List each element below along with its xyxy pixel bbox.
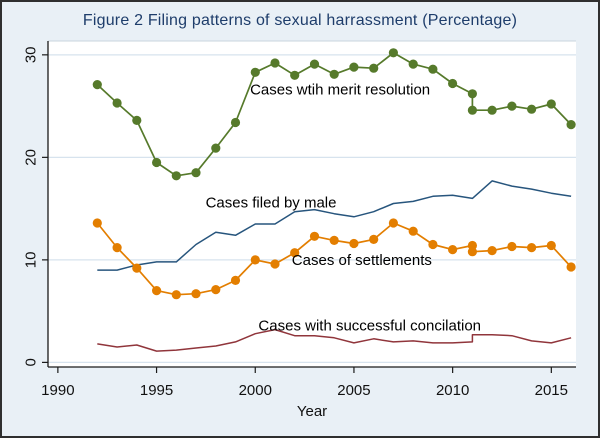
series-marker-merit-resolution xyxy=(92,80,102,90)
y-tick-label-20: 20 xyxy=(23,149,40,166)
series-label-successful-concilation: Cases with successful concilation xyxy=(258,317,481,334)
series-marker-settlements xyxy=(349,238,359,249)
series-marker-settlements xyxy=(566,262,576,272)
series-marker-settlements xyxy=(546,240,556,251)
series-line-filed-by-male xyxy=(97,180,572,271)
chart-title: Figure 2 Filing patterns of sexual harra… xyxy=(82,12,518,29)
series-marker-merit-resolution xyxy=(191,168,201,178)
series-marker-merit-resolution xyxy=(230,117,241,128)
x-tick-label-2000: 2000 xyxy=(239,382,272,399)
series-marker-merit-resolution xyxy=(369,63,379,73)
series-marker-merit-resolution xyxy=(507,101,517,111)
series-marker-merit-resolution xyxy=(527,104,537,114)
x-tick-label-1990: 1990 xyxy=(41,382,74,399)
series-marker-merit-resolution xyxy=(329,69,339,79)
series-marker-merit-resolution xyxy=(487,105,497,115)
series-marker-merit-resolution xyxy=(546,99,556,109)
series-marker-settlements xyxy=(388,218,398,228)
series-marker-merit-resolution xyxy=(290,70,300,80)
series-marker-merit-resolution xyxy=(132,115,142,125)
series-marker-settlements xyxy=(171,290,181,300)
series-marker-merit-resolution xyxy=(467,89,477,99)
series-marker-merit-resolution xyxy=(388,48,398,58)
series-marker-merit-resolution xyxy=(152,157,162,168)
series-marker-merit-resolution xyxy=(448,78,458,89)
series-marker-settlements xyxy=(369,234,379,244)
x-tick-label-2010: 2010 xyxy=(436,382,469,399)
series-marker-settlements xyxy=(191,289,201,299)
series-marker-settlements xyxy=(230,275,241,285)
series-marker-merit-resolution xyxy=(349,62,359,72)
y-tick-label-0: 0 xyxy=(23,358,40,366)
series-marker-settlements xyxy=(487,246,497,256)
series-marker-settlements xyxy=(527,243,537,253)
series-marker-settlements xyxy=(211,285,221,295)
series-label-merit-resolution: Cases wtih merit resolution xyxy=(250,82,430,99)
series-marker-merit-resolution xyxy=(112,98,122,108)
series-marker-settlements xyxy=(112,243,122,253)
series-marker-merit-resolution xyxy=(171,171,181,181)
series-marker-settlements xyxy=(448,245,458,255)
series-marker-settlements xyxy=(290,248,300,258)
series-label-settlements: Cases of settlements xyxy=(292,252,432,269)
series-marker-merit-resolution xyxy=(566,120,576,130)
x-axis-title: Year xyxy=(297,403,327,420)
series-marker-merit-resolution xyxy=(467,105,477,115)
y-tick-label-30: 30 xyxy=(23,46,40,63)
x-tick-label-1995: 1995 xyxy=(140,382,173,399)
series-marker-settlements xyxy=(428,239,438,250)
x-tick-label-2015: 2015 xyxy=(535,382,568,399)
series-line-successful-concilation xyxy=(97,328,572,352)
series-marker-settlements xyxy=(152,286,162,296)
series-marker-settlements xyxy=(250,255,260,265)
series-marker-settlements xyxy=(507,241,517,252)
series-marker-merit-resolution xyxy=(270,58,280,68)
series-marker-merit-resolution xyxy=(309,59,320,69)
y-tick-label-10: 10 xyxy=(23,252,40,269)
series-marker-settlements xyxy=(92,218,102,228)
series-marker-settlements xyxy=(132,263,142,273)
series-marker-settlements xyxy=(467,247,477,257)
series-marker-merit-resolution xyxy=(211,143,221,153)
series-marker-merit-resolution xyxy=(408,59,418,69)
series-label-filed-by-male: Cases filed by male xyxy=(206,194,337,211)
series-marker-settlements xyxy=(270,259,280,269)
plot-area xyxy=(48,41,576,367)
series-marker-merit-resolution xyxy=(250,67,260,77)
series-marker-settlements xyxy=(408,226,418,236)
series-marker-settlements xyxy=(309,231,320,241)
series-marker-settlements xyxy=(329,235,339,245)
series-marker-merit-resolution xyxy=(428,64,438,74)
x-tick-label-2005: 2005 xyxy=(337,382,370,399)
